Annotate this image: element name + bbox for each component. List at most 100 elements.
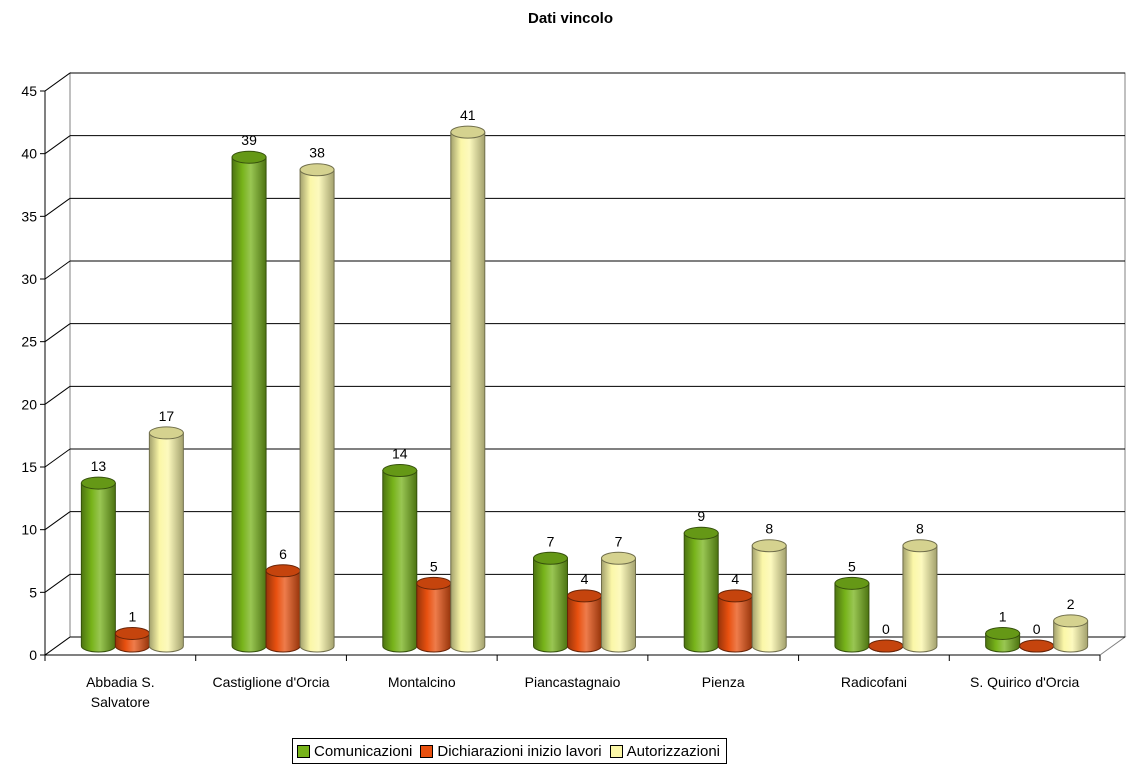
x-tick-label-castiglione-d-orcia: Castiglione d'Orcia bbox=[213, 674, 330, 690]
gridline-side bbox=[44, 448, 71, 468]
bar-top bbox=[450, 125, 486, 139]
y-tick-label: 25 bbox=[21, 334, 37, 350]
legend-item-autorizzazioni: Autorizzazioni bbox=[609, 742, 721, 760]
bar-body bbox=[683, 532, 719, 653]
y-tick-label: 0 bbox=[29, 647, 37, 663]
x-tick-label-pienza: Pienza bbox=[702, 674, 745, 690]
bar-body bbox=[382, 470, 418, 653]
x-tick-label-montalcino: Montalcino bbox=[388, 674, 456, 690]
data-label-comunicazioni-s-quirico-d-orcia: 1 bbox=[999, 608, 1007, 624]
gridline-side bbox=[44, 385, 71, 405]
data-label-autorizzazioni-piancastagnaio: 7 bbox=[615, 533, 623, 549]
bar-body bbox=[299, 169, 335, 653]
legend-swatch-autorizzazioni bbox=[609, 744, 623, 758]
bar-comunicazioni-abbadia-s-salvatore bbox=[80, 476, 116, 653]
label-layer: 13 39 14 7 9 5 1 1 6 5 4 4 0 0 17 38 41 7 8 8 2 bbox=[91, 107, 1075, 637]
bar-top bbox=[717, 589, 753, 603]
bar-top bbox=[114, 626, 150, 640]
bar-dichiarazioni-inizio-lavori-abbadia-s-salvatore bbox=[114, 626, 150, 653]
data-label-comunicazioni-abbadia-s-salvatore: 13 bbox=[91, 458, 107, 474]
bar-top bbox=[231, 150, 267, 164]
data-label-autorizzazioni-pienza: 8 bbox=[765, 521, 773, 537]
bar-body bbox=[751, 545, 787, 653]
bar-top bbox=[1019, 639, 1055, 653]
gridline-side bbox=[44, 197, 71, 217]
y-tick-label: 40 bbox=[21, 146, 37, 162]
data-label-comunicazioni-piancastagnaio: 7 bbox=[547, 533, 555, 549]
gridline-side bbox=[44, 135, 71, 155]
x-tick-label-s-quirico-d-orcia: S. Quirico d'Orcia bbox=[970, 674, 1079, 690]
bar-top bbox=[1053, 614, 1089, 628]
bar-body bbox=[533, 557, 568, 653]
bar-body bbox=[567, 595, 602, 653]
gridline-side bbox=[44, 260, 71, 280]
bar-dichiarazioni-inizio-lavori-radicofani bbox=[868, 639, 904, 653]
bar-top bbox=[985, 626, 1021, 640]
bar-body bbox=[148, 432, 184, 653]
bar-autorizzazioni-piancastagnaio bbox=[601, 551, 636, 653]
bar-autorizzazioni-montalcino bbox=[450, 125, 486, 653]
bar-dichiarazioni-inizio-lavori-pienza bbox=[717, 589, 753, 653]
legend-swatch-dichiarazioni bbox=[420, 744, 434, 758]
y-tick-label: 20 bbox=[21, 396, 37, 412]
grid-layer bbox=[43, 72, 1127, 656]
y-tick-label: 45 bbox=[21, 83, 37, 99]
bar-autorizzazioni-s-quirico-d-orcia bbox=[1053, 614, 1089, 653]
legend-item-comunicazioni: Comunicazioni bbox=[297, 743, 412, 760]
bar-body bbox=[902, 545, 938, 653]
bar-body bbox=[231, 156, 267, 653]
bar-top bbox=[601, 551, 636, 565]
bar-body bbox=[265, 570, 301, 653]
data-label-dichiarazioni-inizio-lavori-pienza: 4 bbox=[731, 571, 739, 587]
legend-item-dichiarazioni: Dichiarazioni inizio lavori bbox=[420, 743, 602, 760]
gridline-side bbox=[44, 72, 71, 92]
back-wall bbox=[69, 72, 1126, 638]
bar-top bbox=[382, 464, 418, 478]
data-label-dichiarazioni-inizio-lavori-s-quirico-d-orcia: 0 bbox=[1033, 621, 1041, 637]
data-label-dichiarazioni-inizio-lavori-montalcino: 5 bbox=[430, 558, 438, 574]
side-wall bbox=[44, 72, 71, 656]
bar-top bbox=[148, 426, 184, 440]
bar-autorizzazioni-pienza bbox=[751, 539, 787, 653]
bar-top bbox=[567, 589, 602, 603]
legend-label-autorizzazioni: Autorizzazioni bbox=[626, 742, 721, 760]
bar-comunicazioni-s-quirico-d-orcia bbox=[985, 626, 1021, 653]
bar-top bbox=[299, 163, 335, 177]
y-tick-label: 15 bbox=[21, 459, 37, 475]
x-tick-label-piancastagnaio: Piancastagnaio bbox=[525, 674, 621, 690]
bar-body bbox=[601, 557, 636, 653]
chart-title: Dati vincolo bbox=[527, 10, 613, 27]
data-label-autorizzazioni-abbadia-s-salvatore: 17 bbox=[159, 408, 175, 424]
bar-body bbox=[717, 595, 753, 653]
bar-top bbox=[265, 564, 301, 578]
bar-comunicazioni-pienza bbox=[683, 526, 719, 653]
data-label-dichiarazioni-inizio-lavori-abbadia-s-salvatore: 1 bbox=[128, 608, 136, 624]
bar-dichiarazioni-inizio-lavori-castiglione-d-orcia bbox=[265, 564, 301, 653]
bar-top bbox=[533, 551, 568, 565]
data-label-comunicazioni-castiglione-d-orcia: 39 bbox=[241, 132, 257, 148]
gridline-side bbox=[44, 573, 71, 593]
gridline-side bbox=[44, 636, 71, 656]
data-label-autorizzazioni-montalcino: 41 bbox=[460, 107, 476, 123]
bar-body bbox=[1053, 620, 1089, 653]
bar-comunicazioni-radicofani bbox=[834, 576, 870, 653]
y-tick-label: 35 bbox=[21, 208, 37, 224]
legend: Comunicazioni Dichiarazioni inizio lavor… bbox=[292, 738, 728, 764]
bar-top bbox=[80, 476, 116, 490]
data-label-comunicazioni-pienza: 9 bbox=[697, 508, 705, 524]
data-label-autorizzazioni-castiglione-d-orcia: 38 bbox=[309, 145, 325, 161]
x-tick-label-abbadia-s-salvatore: Salvatore bbox=[91, 694, 150, 710]
bar-top bbox=[751, 539, 787, 553]
data-label-comunicazioni-radicofani: 5 bbox=[848, 558, 856, 574]
bar-top bbox=[416, 576, 452, 590]
legend-label-comunicazioni: Comunicazioni bbox=[314, 742, 413, 760]
y-tick-label: 30 bbox=[21, 271, 37, 287]
bar-autorizzazioni-radicofani bbox=[902, 539, 938, 653]
bar-layer bbox=[80, 125, 1089, 653]
data-label-comunicazioni-montalcino: 14 bbox=[392, 446, 408, 462]
gridline-side bbox=[44, 511, 71, 531]
bar-body bbox=[80, 482, 116, 653]
bar-body bbox=[450, 131, 486, 653]
